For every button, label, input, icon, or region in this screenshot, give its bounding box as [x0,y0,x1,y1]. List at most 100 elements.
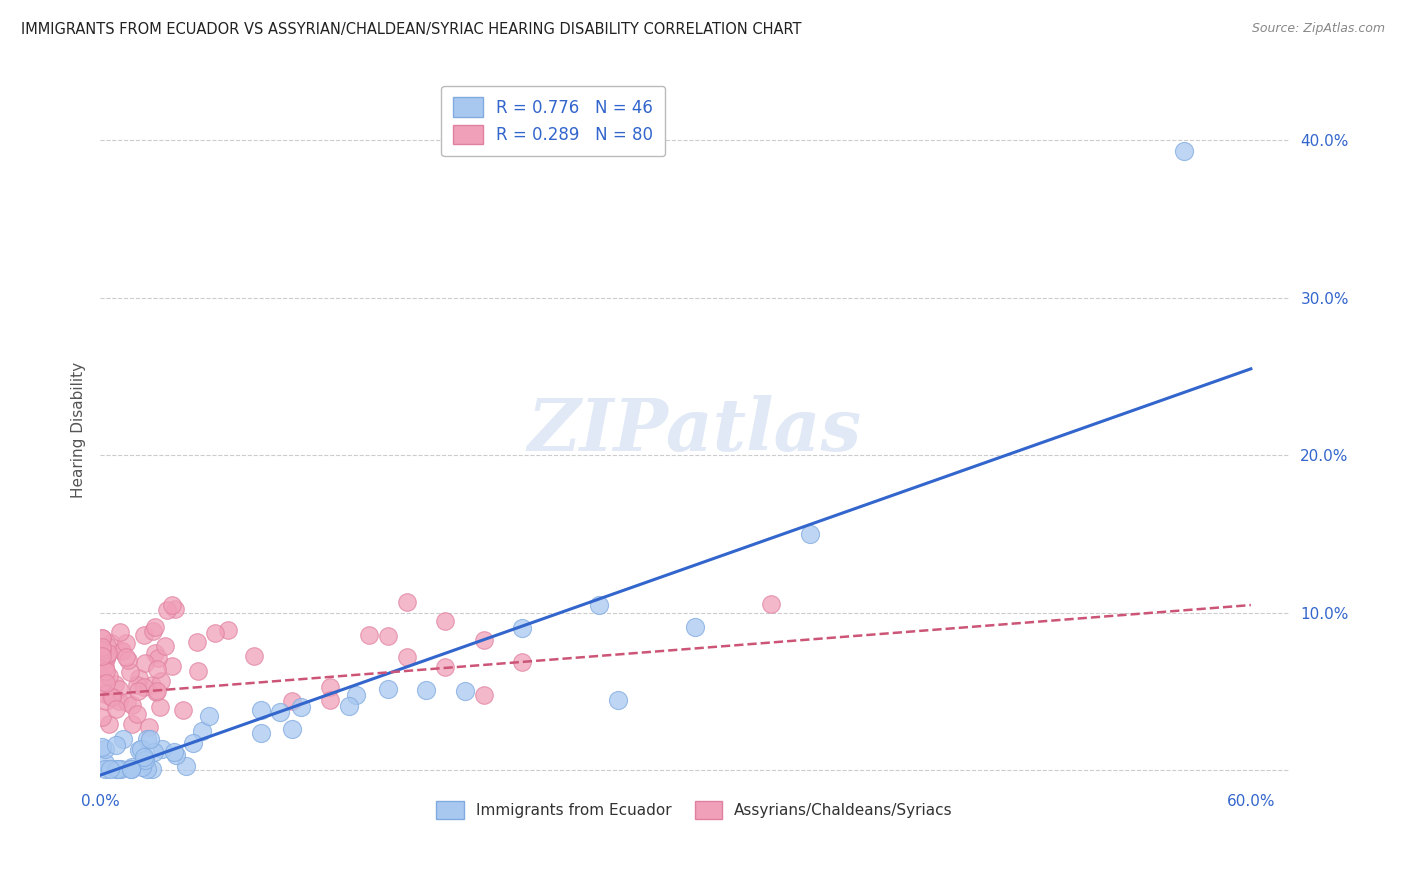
Point [146,683,169,698]
Point [91,631,114,645]
Point [115,695,138,709]
Point [96,664,118,678]
Point [115,635,138,649]
Point [395,649,418,664]
Point [91,739,114,754]
Point [172,703,194,717]
Point [319,693,342,707]
Point [91,710,114,724]
Point [98,762,121,776]
Point [98,669,121,683]
Point [96,648,118,662]
Point [111,732,134,747]
Point [344,688,367,702]
Point [145,684,167,698]
Text: IMMIGRANTS FROM ECUADOR VS ASSYRIAN/CHALDEAN/SYRIAC HEARING DISABILITY CORRELATI: IMMIGRANTS FROM ECUADOR VS ASSYRIAN/CHAL… [21,22,801,37]
Point [146,662,169,676]
Point [165,747,187,762]
Point [132,628,155,642]
Point [142,745,165,759]
Point [91,673,114,687]
Point [434,660,457,674]
Point [190,724,212,739]
Point [142,624,165,638]
Point [132,681,155,695]
Point [339,699,361,714]
Point [111,644,134,658]
Point [588,598,610,612]
Point [91,640,114,654]
Point [91,643,114,657]
Point [148,699,170,714]
Point [187,664,209,678]
Point [156,603,179,617]
Point [434,615,457,629]
Point [104,702,127,716]
Point [683,620,706,634]
Point [110,624,132,639]
Point [181,736,204,750]
Point [138,720,160,734]
Point [94,762,117,776]
Point [281,694,304,708]
Point [94,675,117,690]
Point [127,678,149,692]
Point [134,752,156,766]
Point [100,636,122,650]
Point [94,756,117,770]
Point [118,665,141,680]
Point [198,709,221,723]
Point [146,651,169,665]
Point [93,742,115,756]
Point [163,745,186,759]
Point [1173,145,1195,159]
Point [121,760,143,774]
Point [91,678,114,692]
Point [319,680,342,694]
Point [91,649,114,664]
Point [162,599,184,613]
Point [108,682,131,697]
Point [290,699,312,714]
Text: Source: ZipAtlas.com: Source: ZipAtlas.com [1251,22,1385,36]
Point [120,762,142,776]
Point [143,647,166,661]
Point [139,732,162,747]
Point [242,649,264,664]
Point [129,742,152,756]
Point [150,742,173,756]
Text: ZIPatlas: ZIPatlas [527,395,862,466]
Point [141,762,163,776]
Point [104,738,127,752]
Point [141,678,163,692]
Point [153,639,176,653]
Point [127,707,149,722]
Point [94,687,117,701]
Point [104,676,127,690]
Point [176,759,198,773]
Point [135,731,157,746]
Point [160,659,183,673]
Point [799,527,821,541]
Point [472,688,495,702]
Point [127,684,149,698]
Point [453,684,475,698]
Point [97,717,120,731]
Point [94,660,117,674]
Point [395,595,418,609]
Point [91,657,114,671]
Point [281,722,304,736]
Point [128,742,150,756]
Point [510,655,533,669]
Point [250,703,273,717]
Point [117,653,139,667]
Y-axis label: Hearing Disability: Hearing Disability [72,362,86,499]
Point [128,671,150,685]
Point [96,639,118,653]
Point [110,762,132,776]
Point [150,673,173,688]
Point [100,690,122,704]
Point [134,656,156,670]
Point [415,682,437,697]
Point [377,630,399,644]
